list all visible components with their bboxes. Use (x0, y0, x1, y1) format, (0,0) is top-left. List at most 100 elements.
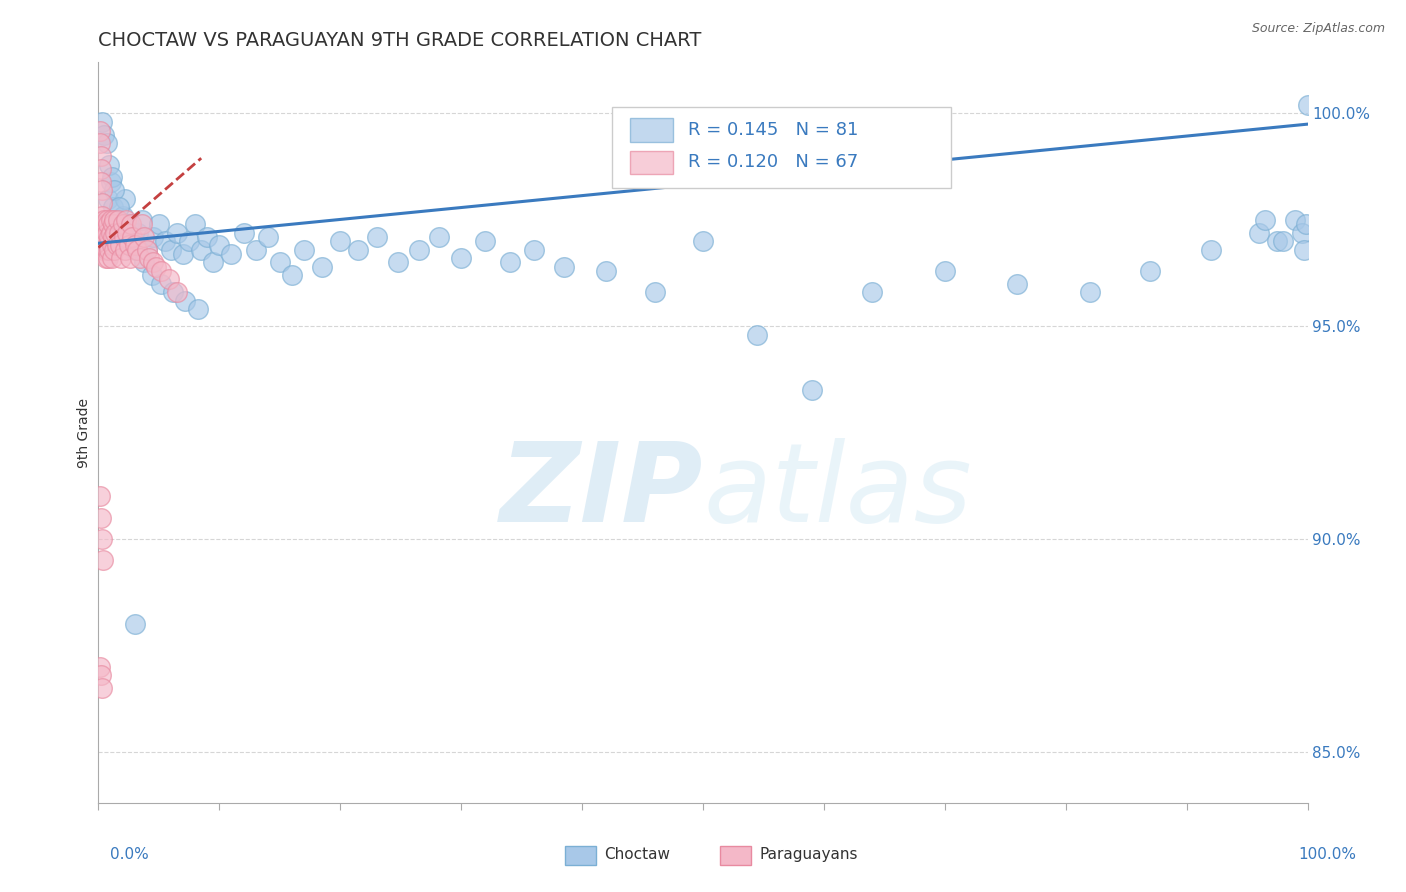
Point (91, 195, 114, 210)
Text: 100.0%: 100.0% (1299, 847, 1357, 862)
Point (97, 238, 120, 252)
Point (124, 617, 146, 632)
Point (860, 285, 883, 300)
Point (90, 175, 112, 189)
Point (150, 277, 173, 291)
Point (89, 136, 111, 151)
Point (120, 217, 142, 231)
Point (135, 243, 157, 257)
Point (91, 532, 114, 546)
Point (692, 234, 714, 248)
Point (91, 681, 114, 695)
Point (148, 217, 170, 231)
Point (96, 243, 118, 257)
Point (101, 230, 124, 244)
Point (97, 217, 120, 231)
Point (387, 255, 409, 269)
Point (595, 264, 617, 278)
Point (94, 230, 117, 244)
Point (145, 260, 167, 274)
Point (91, 243, 114, 257)
Point (124, 238, 146, 252)
Point (114, 243, 136, 257)
Point (1199, 243, 1222, 257)
Point (100, 251, 122, 265)
Point (94, 217, 117, 231)
Point (553, 260, 575, 274)
Point (108, 226, 131, 240)
Point (131, 217, 153, 231)
Point (107, 212, 129, 227)
Point (1291, 226, 1313, 240)
Point (124, 243, 146, 257)
Point (281, 268, 304, 283)
Point (162, 285, 184, 300)
Point (108, 226, 131, 240)
Point (114, 192, 136, 206)
Point (408, 243, 430, 257)
Point (103, 183, 125, 197)
Point (93, 212, 115, 227)
Point (157, 272, 180, 286)
Point (232, 226, 254, 240)
Point (150, 264, 173, 278)
Text: Choctaw: Choctaw (605, 847, 671, 862)
FancyBboxPatch shape (613, 107, 950, 188)
Point (93, 128, 115, 142)
Point (90, 668, 112, 682)
Point (100, 212, 122, 227)
Point (111, 209, 134, 223)
Point (127, 243, 149, 257)
Point (134, 230, 156, 244)
Point (747, 327, 769, 342)
Point (98, 230, 121, 244)
Point (100, 226, 122, 240)
Point (131, 212, 153, 227)
Point (118, 234, 141, 248)
Point (127, 226, 149, 240)
Point (429, 230, 451, 244)
Point (96, 136, 118, 151)
Point (100, 238, 122, 252)
Point (195, 230, 218, 244)
Point (1139, 264, 1161, 278)
Point (1078, 285, 1101, 300)
Point (89, 123, 111, 137)
Point (190, 243, 212, 257)
Point (108, 200, 131, 214)
Point (1272, 234, 1295, 248)
Point (179, 234, 201, 248)
Point (474, 234, 496, 248)
Point (89, 490, 111, 504)
Y-axis label: 9th Grade: 9th Grade (77, 398, 91, 467)
Point (141, 268, 163, 283)
Text: R = 0.145   N = 81: R = 0.145 N = 81 (689, 120, 859, 139)
Point (142, 230, 165, 244)
FancyBboxPatch shape (630, 151, 672, 174)
Point (97, 192, 120, 206)
Text: R = 0.120   N = 67: R = 0.120 N = 67 (689, 153, 859, 171)
Point (121, 230, 143, 244)
Point (138, 251, 160, 265)
Point (112, 217, 135, 231)
Point (245, 243, 267, 257)
Point (160, 243, 183, 257)
Point (184, 217, 207, 231)
Point (91, 183, 114, 197)
Point (105, 212, 128, 227)
Text: ZIP: ZIP (499, 438, 703, 545)
Point (256, 230, 278, 244)
Point (1296, 98, 1319, 112)
Point (115, 212, 138, 227)
Point (91, 553, 114, 567)
Point (135, 243, 157, 257)
Point (644, 285, 666, 300)
Point (1295, 217, 1317, 231)
Point (103, 243, 125, 257)
Point (166, 285, 188, 300)
Point (91, 217, 114, 231)
Text: Source: ZipAtlas.com: Source: ZipAtlas.com (1251, 22, 1385, 36)
Point (1007, 277, 1029, 291)
Point (118, 217, 141, 231)
Point (269, 255, 291, 269)
